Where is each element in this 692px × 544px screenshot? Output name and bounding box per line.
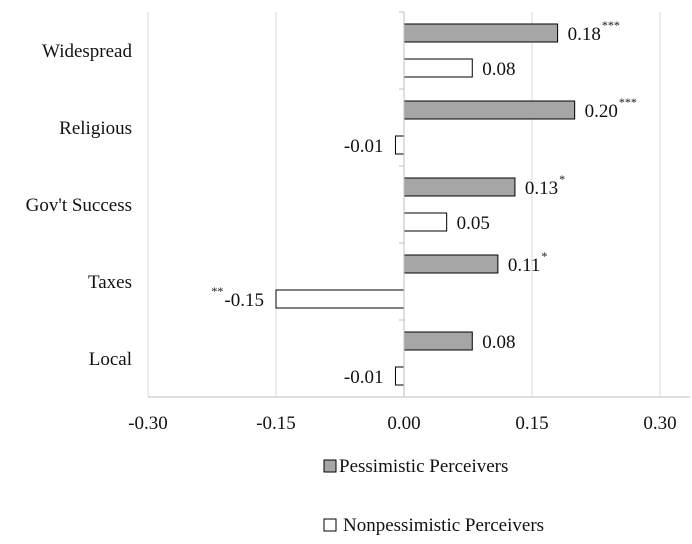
bar [403,212,448,232]
axes [148,11,690,398]
bar [394,135,405,155]
x-tick-label: -0.15 [256,413,296,434]
data-label: 0.05 [457,213,490,234]
bar [394,366,405,386]
data-label: -0.01 [344,136,384,157]
bar [403,177,516,197]
data-label: 0.18 [568,24,601,45]
category-label: Religious [59,118,132,139]
category-label: Local [89,349,132,370]
bar [403,23,559,43]
data-label: 0.13 [525,178,558,199]
data-label: -0.15 [224,290,264,311]
x-tick-label: 0.00 [387,413,420,434]
bar [403,254,499,274]
legend-swatch-pessimistic [323,459,337,473]
legend-swatch-nonpessimistic [323,518,337,532]
bars [275,23,576,386]
significance-marker: * [541,249,547,263]
data-label: 0.08 [482,332,515,353]
category-label: Widespread [42,41,132,62]
bar [403,58,473,78]
legend-item-pessimistic: Pessimistic Perceivers [323,456,508,477]
data-label: 0.11 [508,255,541,276]
significance-marker: *** [602,18,620,32]
significance-marker: *** [619,95,637,109]
x-tick-label: -0.30 [128,413,168,434]
legend: Pessimistic Perceivers Nonpessimistic Pe… [323,456,544,536]
x-tick-label: 0.15 [515,413,548,434]
bar [403,100,576,120]
significance-marker: ** [211,284,223,298]
category-label: Taxes [88,272,132,293]
legend-label-pessimistic: Pessimistic Perceivers [339,456,508,477]
significance-marker: * [559,172,565,186]
bar [403,331,473,351]
gridlines [147,12,661,397]
legend-item-nonpessimistic: Nonpessimistic Perceivers [323,515,544,536]
legend-label-nonpessimistic: Nonpessimistic Perceivers [343,515,544,536]
category-label: Gov't Success [26,195,132,216]
data-label: 0.20 [585,101,618,122]
data-label: -0.01 [344,367,384,388]
bar [275,289,405,309]
labels: -0.30 -0.15 0.00 0.15 0.300.18 ***0.08Widespr… [26,18,677,434]
data-label: 0.08 [482,59,515,80]
x-tick-label: 0.30 [643,413,676,434]
